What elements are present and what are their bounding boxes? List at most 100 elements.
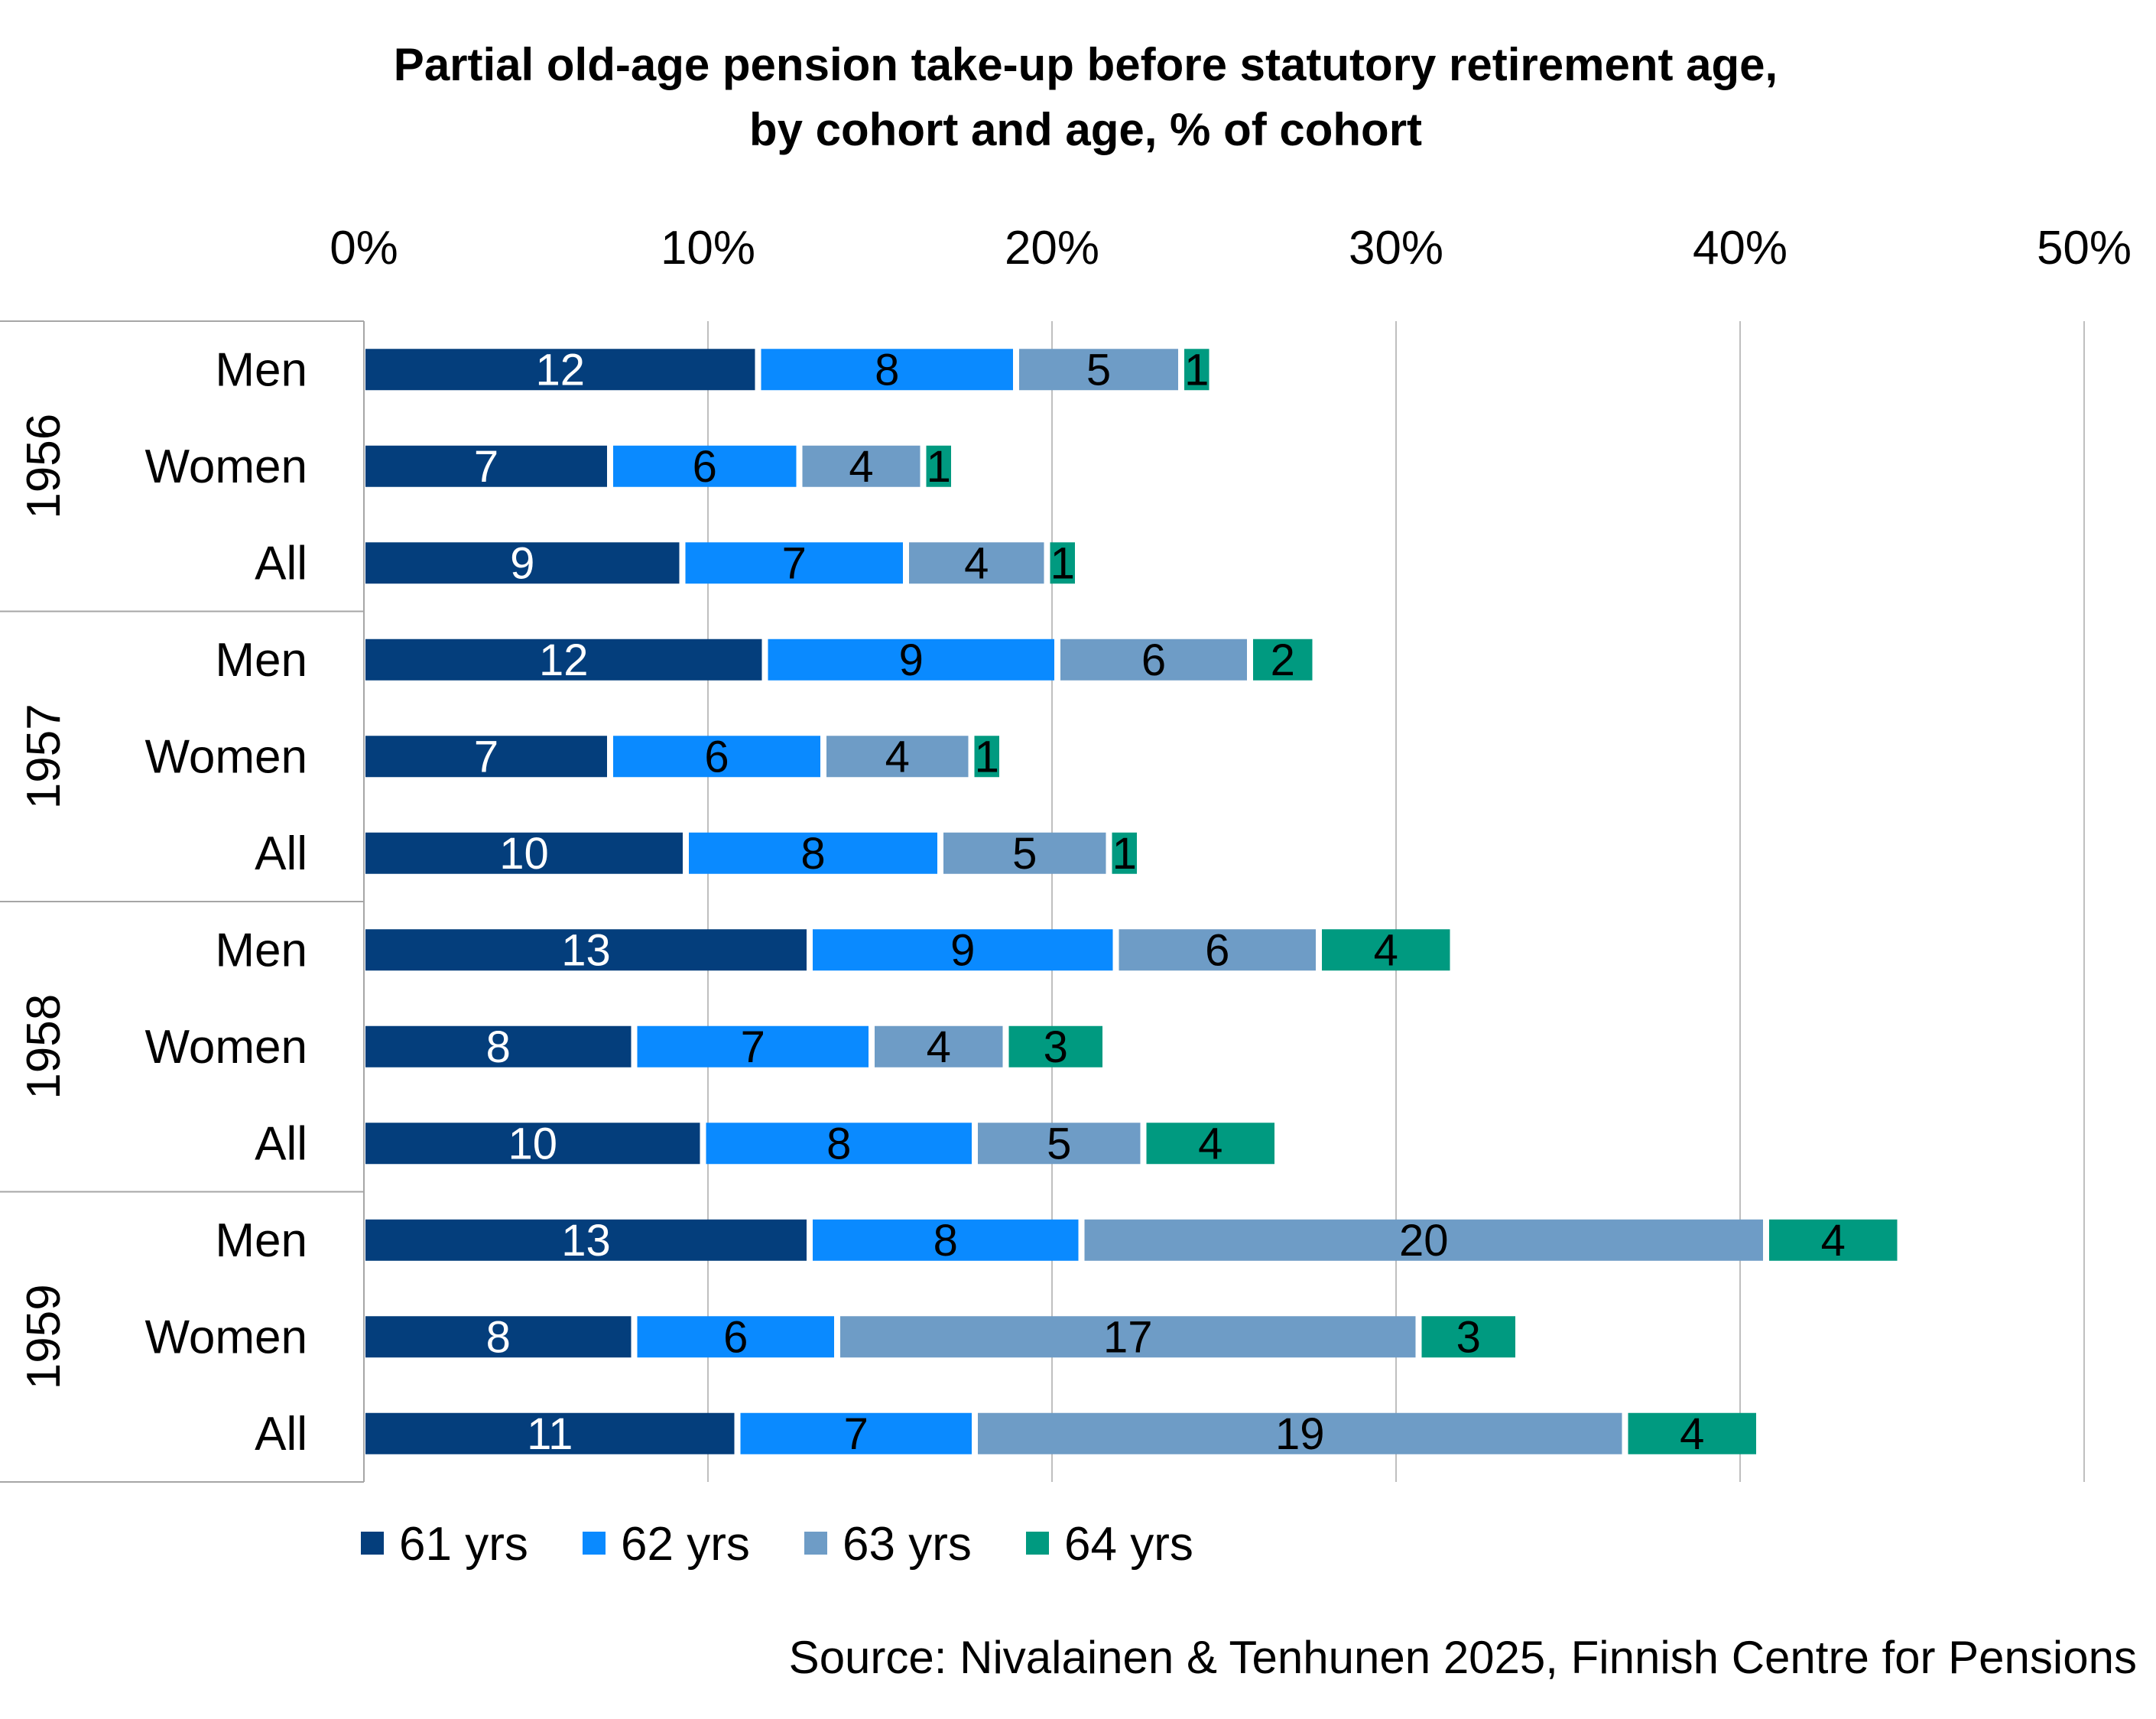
group-label: 1956 xyxy=(18,414,70,519)
source-note: Source: Nivalainen & Tenhunen 2025, Finn… xyxy=(789,1632,2137,1683)
category-label: All xyxy=(255,827,307,880)
bar-segment xyxy=(365,929,807,971)
bar-segment xyxy=(637,1025,869,1067)
data-label: 11 xyxy=(527,1409,573,1459)
bar-segment xyxy=(1019,349,1178,391)
legend-swatch xyxy=(361,1532,384,1555)
data-label: 8 xyxy=(934,1216,958,1266)
data-label: 6 xyxy=(704,732,729,782)
legend-label: 64 yrs xyxy=(1064,1518,1193,1571)
data-label: 1 xyxy=(1050,538,1075,588)
bar-segment xyxy=(1060,639,1247,681)
data-label: 17 xyxy=(1103,1312,1153,1362)
bar-segment xyxy=(761,349,1013,391)
data-label: 13 xyxy=(561,1216,611,1266)
data-label: 7 xyxy=(782,538,807,588)
legend-swatch xyxy=(583,1532,606,1555)
data-label: 20 xyxy=(1399,1216,1449,1266)
data-label: 5 xyxy=(1086,345,1111,395)
bar-segment xyxy=(978,1123,1141,1165)
bar-segment xyxy=(978,1412,1622,1454)
data-label: 4 xyxy=(1198,1119,1222,1168)
data-label: 4 xyxy=(964,538,989,588)
data-label: 7 xyxy=(741,1022,765,1072)
bar-segment xyxy=(909,542,1044,584)
bar-segment xyxy=(813,929,1113,971)
data-label: 6 xyxy=(1205,925,1229,975)
legend-swatch xyxy=(804,1532,827,1555)
gridlines xyxy=(707,321,2085,1482)
data-label: 2 xyxy=(1271,635,1295,685)
category-label: Women xyxy=(145,730,308,783)
bar-segment xyxy=(365,349,755,391)
data-label: 7 xyxy=(844,1409,869,1459)
group-label: 1958 xyxy=(18,994,70,1100)
data-label: 3 xyxy=(1456,1312,1481,1362)
bar-segment xyxy=(1008,1025,1102,1067)
data-label: 6 xyxy=(1141,635,1166,685)
data-label: 8 xyxy=(826,1119,851,1168)
data-label: 9 xyxy=(899,635,924,685)
bar-segment xyxy=(1084,1219,1763,1261)
data-label: 8 xyxy=(800,829,825,879)
bar-segment xyxy=(943,832,1106,874)
category-label: Men xyxy=(215,924,307,976)
data-label: 6 xyxy=(723,1312,748,1362)
data-label: 6 xyxy=(693,442,717,492)
data-label: 1 xyxy=(1184,345,1209,395)
data-label: 10 xyxy=(499,829,549,879)
bar-segment xyxy=(365,1412,735,1454)
bar-segment xyxy=(974,736,999,778)
bar-segment xyxy=(926,445,951,487)
bar-segment xyxy=(826,736,969,778)
data-label: 4 xyxy=(849,442,873,492)
bar-segment xyxy=(1421,1316,1515,1358)
chart-subtitle: by cohort and age, % of cohort xyxy=(749,104,1422,155)
category-label: All xyxy=(255,1117,307,1170)
bar-segment xyxy=(365,1316,632,1358)
bar-segment xyxy=(706,1123,972,1165)
category-label: All xyxy=(255,537,307,590)
bar-segment xyxy=(768,639,1054,681)
data-label: 1 xyxy=(975,732,999,782)
data-label: 4 xyxy=(1680,1409,1704,1459)
bar-segment xyxy=(685,542,903,584)
category-label: Women xyxy=(145,1311,308,1363)
data-label: 1 xyxy=(1112,829,1137,879)
legend-label: 61 yrs xyxy=(399,1518,528,1571)
bar-segment xyxy=(1184,349,1210,391)
bar-segment xyxy=(840,1316,1416,1358)
bar-segment xyxy=(1322,929,1450,971)
category-label: Women xyxy=(145,1021,308,1074)
data-label: 9 xyxy=(950,925,975,975)
data-label: 8 xyxy=(486,1312,511,1362)
data-label: 4 xyxy=(927,1022,951,1072)
data-label: 8 xyxy=(875,345,899,395)
category-label: All xyxy=(255,1408,307,1461)
data-label: 3 xyxy=(1044,1022,1068,1072)
bar-segment xyxy=(1146,1123,1274,1165)
bar-segment xyxy=(689,832,937,874)
data-label: 12 xyxy=(539,635,589,685)
legend-swatch xyxy=(1026,1532,1049,1555)
bar-segment xyxy=(1119,929,1316,971)
category-label: Men xyxy=(215,343,307,396)
category-label: Men xyxy=(215,1214,307,1267)
data-label: 5 xyxy=(1012,829,1037,879)
category-label: Women xyxy=(145,440,308,493)
category-axis: 1956 Men Women All 1957 Men Women All 1958 Men Wom… xyxy=(0,320,365,1483)
legend-label: 62 yrs xyxy=(621,1518,750,1571)
group-label: 1959 xyxy=(18,1284,70,1389)
x-tick-label: 30% xyxy=(1349,222,1443,275)
bar-segment xyxy=(365,832,683,874)
bar-segment xyxy=(875,1025,1003,1067)
bar-segment xyxy=(1112,832,1137,874)
x-tick-label: 20% xyxy=(1005,222,1099,275)
data-label: 4 xyxy=(885,732,910,782)
data-label: 5 xyxy=(1047,1119,1071,1168)
bar-segment xyxy=(365,1025,632,1067)
bar-segment xyxy=(1769,1219,1898,1261)
bar-segment xyxy=(365,639,762,681)
bar-segment xyxy=(1253,639,1313,681)
